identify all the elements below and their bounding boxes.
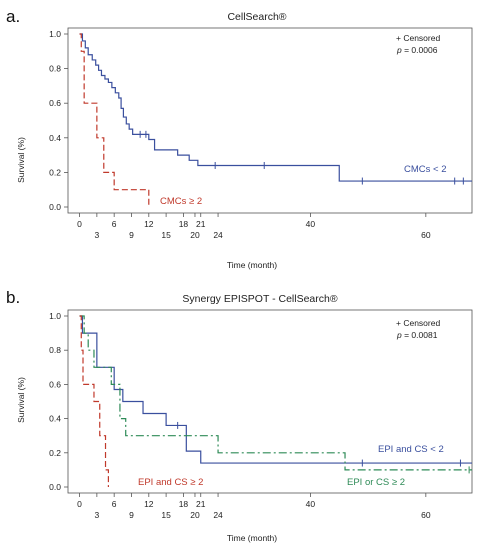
- p-value-text: = 0.0081: [402, 330, 438, 340]
- censored-note: + Censored: [396, 318, 440, 328]
- panel-a: a. CellSearch® 0.0 0.2 0.4 0.6 0.8 1.0 0 6 12 18…: [6, 7, 473, 270]
- x-tick-label: 0: [77, 219, 82, 229]
- series-line: [79, 315, 109, 487]
- panel-b: b. Synergy EPISPOT - CellSearch® 0.00.20…: [6, 288, 473, 543]
- y-tick-label: 1.0: [49, 29, 61, 39]
- series-group: [79, 33, 472, 207]
- series-label-epi-and-cs-ge-2: EPI and CS ≥ 2: [138, 477, 203, 488]
- x-tick-label: 12: [144, 219, 154, 229]
- x-tick-label: 6: [112, 499, 117, 509]
- y-axis-label: Survival (%): [16, 377, 26, 423]
- x-tick-label: 24: [213, 510, 223, 520]
- x-tick-label: 15: [161, 230, 171, 240]
- y-tick-label: 0.6: [49, 379, 61, 389]
- x-tick-label: 21: [196, 219, 206, 229]
- y-axis: 0.0 0.2 0.4 0.6 0.8 1.0: [49, 311, 68, 492]
- p-symbol: p: [396, 330, 402, 340]
- p-value: p = 0.0006: [396, 45, 438, 55]
- chart-title: CellSearch®: [227, 11, 286, 23]
- x-tick-label: 18: [179, 499, 189, 509]
- series-line: [79, 33, 472, 182]
- y-axis: 0.0 0.2 0.4 0.6 0.8 1.0: [49, 29, 68, 212]
- x-tick-label: 60: [421, 230, 431, 240]
- series-group: [79, 315, 472, 487]
- y-tick-label: 1.0: [49, 311, 61, 321]
- p-value: p = 0.0081: [396, 330, 438, 340]
- x-tick-label: 12: [144, 499, 154, 509]
- x-axis-label: Time (month): [227, 533, 277, 543]
- y-tick-label: 0.4: [49, 133, 61, 143]
- x-tick-label: 24: [213, 230, 223, 240]
- panel-label: a.: [6, 7, 20, 26]
- y-tick-label: 0.2: [49, 448, 61, 458]
- x-tick-label: 40: [306, 499, 316, 509]
- p-value-text: = 0.0006: [402, 45, 438, 55]
- x-tick-label: 21: [196, 499, 206, 509]
- x-axis: 0 6 12 18 21 40 3 9 15 20 24 60: [77, 493, 431, 520]
- x-tick-label: 3: [94, 510, 99, 520]
- y-axis-label: Survival (%): [16, 137, 26, 183]
- x-tick-label: 3: [94, 230, 99, 240]
- y-tick-label: 0.2: [49, 167, 61, 177]
- y-tick-label: 0.0: [49, 482, 61, 492]
- series-label-cmcs-ge-2: CMCs ≥ 2: [160, 196, 202, 207]
- y-tick-label: 0.0: [49, 202, 61, 212]
- plot-frame: [67, 27, 473, 214]
- y-tick-label: 0.6: [49, 98, 61, 108]
- series-label-cmcs-lt-2: CMCs < 2: [404, 164, 447, 175]
- x-axis-label: Time (month): [227, 260, 277, 270]
- x-tick-label: 9: [129, 230, 134, 240]
- x-tick-label: 60: [421, 510, 431, 520]
- y-tick-label: 0.8: [49, 64, 61, 74]
- x-tick-label: 15: [161, 510, 171, 520]
- series-label-epi-and-cs-lt-2: EPI and CS < 2: [378, 444, 444, 455]
- p-symbol: p: [396, 45, 402, 55]
- y-tick-label: 0.4: [49, 414, 61, 424]
- chart-title: Synergy EPISPOT - CellSearch®: [182, 293, 337, 305]
- series-line: [79, 33, 150, 207]
- series-line: [79, 315, 472, 464]
- plot-frame: [67, 309, 473, 494]
- x-tick-label: 6: [112, 219, 117, 229]
- x-axis: 0 6 12 18 21 40 3 9 15 20 24 60: [77, 213, 431, 240]
- censored-note: + Censored: [396, 33, 440, 43]
- x-tick-label: 20: [190, 230, 200, 240]
- x-tick-label: 20: [190, 510, 200, 520]
- x-tick-label: 9: [129, 510, 134, 520]
- panel-label: b.: [6, 288, 20, 307]
- y-tick-label: 0.8: [49, 345, 61, 355]
- series-label-epi-or-cs-ge-2: EPI or CS ≥ 2: [347, 477, 405, 488]
- x-tick-label: 18: [179, 219, 189, 229]
- x-tick-label: 0: [77, 499, 82, 509]
- x-tick-label: 40: [306, 219, 316, 229]
